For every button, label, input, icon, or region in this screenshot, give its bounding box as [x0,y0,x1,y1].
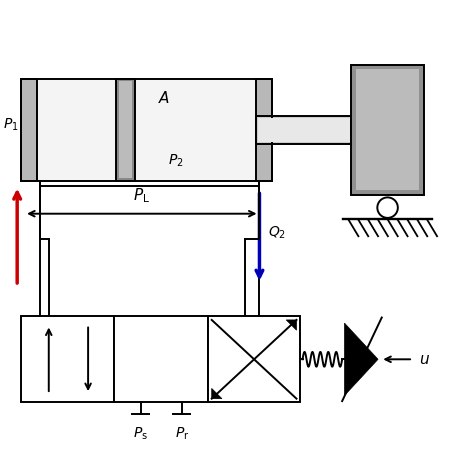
Polygon shape [286,320,297,330]
Bar [21,79,37,181]
Text: $A$: $A$ [158,90,171,106]
Polygon shape [345,323,378,395]
Bar [116,79,135,181]
Text: $P_\mathrm{L}$: $P_\mathrm{L}$ [133,187,150,205]
Bar [256,79,272,181]
Circle shape [377,197,398,218]
Text: $P_2$: $P_2$ [167,153,183,169]
Bar [114,316,208,402]
Bar [119,82,132,178]
Bar [356,69,419,191]
Bar [256,116,352,144]
Bar [21,316,114,402]
Bar [208,316,300,402]
Text: $P_\mathrm{r}$: $P_\mathrm{r}$ [174,426,189,442]
Bar [37,79,256,181]
Text: $P_\mathrm{s}$: $P_\mathrm{s}$ [133,426,148,442]
Text: $Q_2$: $Q_2$ [268,224,286,240]
Bar [352,64,424,195]
Bar [21,79,272,181]
Polygon shape [212,388,222,399]
Text: $u$: $u$ [419,352,429,367]
Text: $P_1$: $P_1$ [3,117,18,133]
Bar [258,118,350,142]
